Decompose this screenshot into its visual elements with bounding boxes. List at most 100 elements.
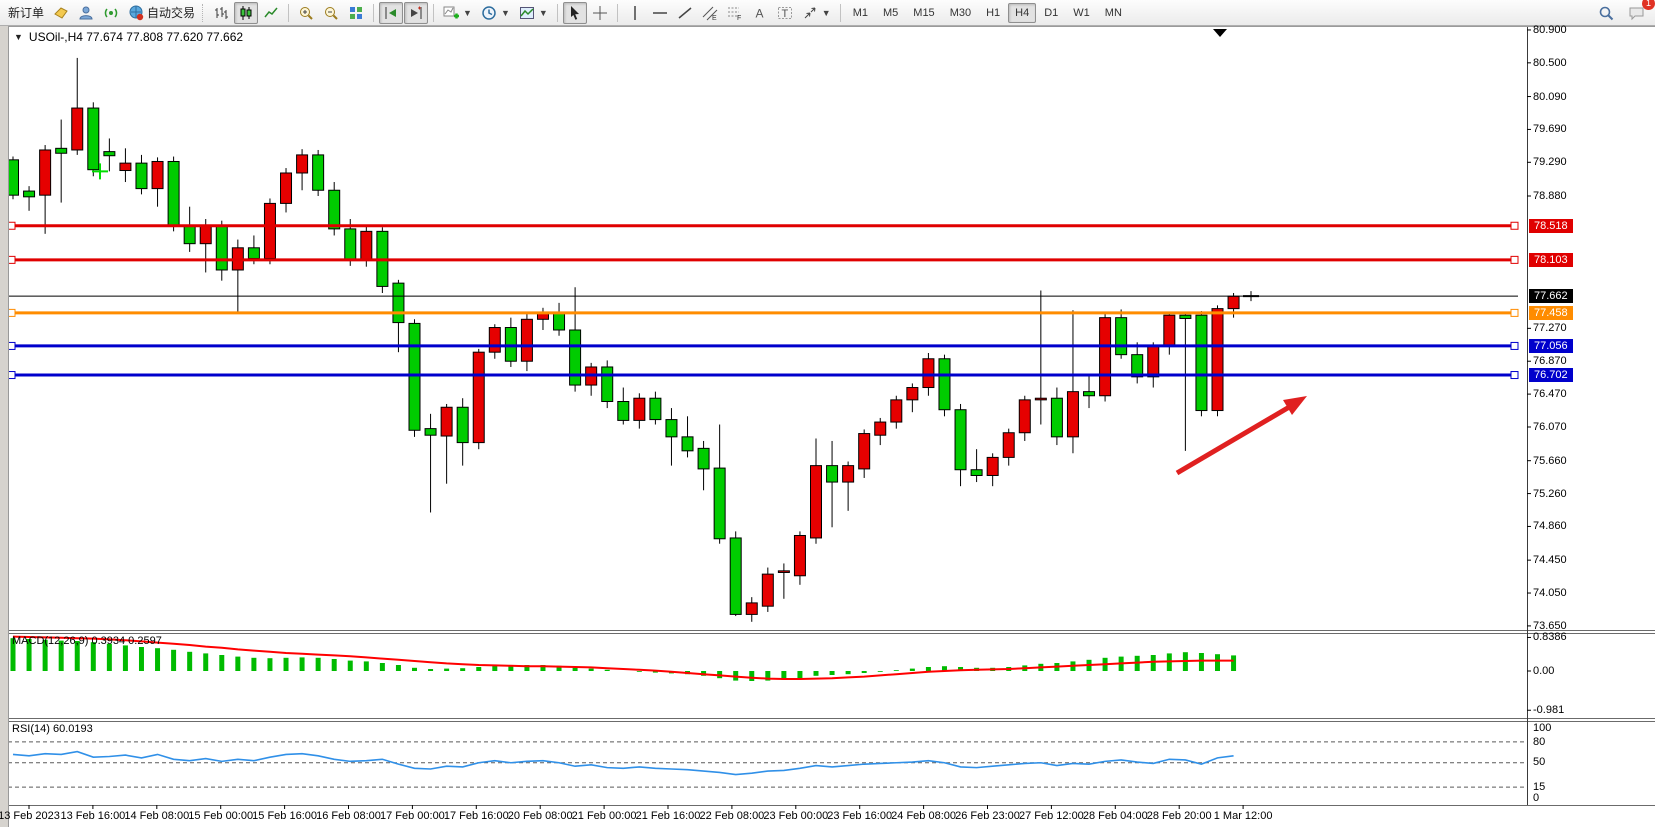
candle bbox=[87, 107, 100, 171]
tab-timeframe-m1[interactable]: M1 bbox=[846, 3, 875, 23]
candle bbox=[408, 322, 421, 431]
tag-icon-button[interactable] bbox=[49, 2, 73, 24]
vertical-line-button[interactable] bbox=[623, 2, 647, 24]
time-tick-label: 20 Feb 08:00 bbox=[507, 810, 573, 822]
chart-canvas[interactable] bbox=[0, 26, 1655, 827]
candle bbox=[761, 573, 774, 607]
line-chart-button[interactable] bbox=[259, 2, 283, 24]
candle bbox=[633, 397, 646, 421]
candle bbox=[729, 537, 742, 615]
text-button[interactable]: A bbox=[748, 2, 772, 24]
line-handle[interactable] bbox=[1510, 341, 1519, 350]
price-tick-label: 74.050 bbox=[1533, 587, 1567, 600]
tile-windows-button[interactable] bbox=[344, 2, 368, 24]
chat-button[interactable] bbox=[1624, 2, 1649, 24]
cursor-icon bbox=[567, 5, 583, 21]
candle bbox=[1018, 399, 1031, 434]
search-icon bbox=[1598, 5, 1614, 21]
candle bbox=[151, 160, 164, 190]
line-handle[interactable] bbox=[1510, 221, 1519, 230]
time-tick-label: 21 Feb 16:00 bbox=[635, 810, 701, 822]
rsi-axis-label: 50 bbox=[1533, 756, 1546, 768]
price-tick-label: 77.270 bbox=[1533, 322, 1567, 335]
add-indicator-button[interactable]: ▼ bbox=[439, 2, 476, 24]
tab-timeframe-w1[interactable]: W1 bbox=[1066, 3, 1097, 23]
candle bbox=[7, 159, 19, 196]
traders-button[interactable] bbox=[74, 2, 98, 24]
price-tick-label: 76.470 bbox=[1533, 388, 1567, 401]
auto-trading-button[interactable]: 自动交易 bbox=[124, 2, 199, 24]
new-order-button[interactable]: 新订单 bbox=[4, 2, 48, 24]
candle bbox=[1066, 391, 1079, 438]
crosshair-button[interactable] bbox=[588, 2, 612, 24]
tab-timeframe-m30[interactable]: M30 bbox=[943, 3, 978, 23]
time-tick-label: 13 Feb 2023 bbox=[0, 810, 60, 822]
toolbar-separator bbox=[616, 3, 618, 22]
line-handle[interactable] bbox=[1510, 371, 1519, 380]
candle bbox=[938, 358, 951, 411]
zoom-in-button[interactable] bbox=[294, 2, 318, 24]
tab-timeframe-d1[interactable]: D1 bbox=[1037, 3, 1065, 23]
candle bbox=[103, 151, 116, 157]
tab-timeframe-m15[interactable]: M15 bbox=[906, 3, 941, 23]
cursor-button[interactable] bbox=[562, 1, 587, 24]
price-tick-label: 79.290 bbox=[1533, 156, 1567, 169]
tab-timeframe-m5[interactable]: M5 bbox=[876, 3, 905, 23]
templates-button[interactable]: ▼ bbox=[515, 2, 552, 24]
macd-axis-label: 0.8386 bbox=[1533, 631, 1567, 644]
candle bbox=[649, 397, 662, 421]
tab-timeframe-h4[interactable]: H4 bbox=[1008, 2, 1037, 23]
line-handle[interactable] bbox=[7, 255, 16, 264]
toolbar-separator bbox=[373, 3, 375, 22]
trendline-button[interactable] bbox=[673, 2, 697, 24]
candlestick-chart-button[interactable] bbox=[234, 1, 259, 24]
candle bbox=[440, 406, 453, 437]
horizontal-line-button[interactable] bbox=[648, 2, 672, 24]
chart-shift-marker[interactable] bbox=[1213, 29, 1227, 37]
search-button[interactable] bbox=[1594, 2, 1618, 24]
candle bbox=[569, 329, 582, 386]
line-handle[interactable] bbox=[1510, 255, 1519, 264]
rsi-axis-label: 0 bbox=[1533, 791, 1540, 804]
line-handle[interactable] bbox=[7, 308, 16, 317]
candle bbox=[215, 225, 228, 271]
time-tick-label: 26 Feb 23:00 bbox=[955, 810, 1020, 822]
tab-timeframe-mn[interactable]: MN bbox=[1098, 3, 1129, 23]
shift-end-button[interactable] bbox=[379, 1, 404, 24]
price-tick-label: 76.070 bbox=[1533, 420, 1567, 433]
equidistant-channel-button[interactable]: E bbox=[698, 2, 722, 24]
chart-title[interactable]: ▼ USOil-,H4 77.674 77.808 77.620 77.662 bbox=[14, 30, 243, 44]
candle bbox=[472, 351, 485, 444]
macd-axis-label: -0.981 bbox=[1533, 704, 1565, 717]
chart-window: ▼ USOil-,H4 77.674 77.808 77.620 77.662 … bbox=[0, 24, 1655, 827]
line-handle[interactable] bbox=[7, 221, 16, 230]
candle bbox=[745, 602, 758, 615]
trend-arrow[interactable] bbox=[1175, 403, 1293, 476]
text-label-button[interactable]: T bbox=[773, 2, 797, 24]
tab-timeframe-h1[interactable]: H1 bbox=[979, 3, 1007, 23]
periods-button[interactable]: ▼ bbox=[477, 2, 514, 24]
line-price-tag: 77.458 bbox=[1529, 305, 1573, 320]
signal-button[interactable] bbox=[99, 2, 123, 24]
line-handle[interactable] bbox=[1510, 308, 1519, 317]
line-handle[interactable] bbox=[7, 341, 16, 350]
candle bbox=[1163, 314, 1176, 347]
candle bbox=[681, 436, 694, 452]
candle bbox=[71, 107, 84, 151]
shift-end-icon bbox=[383, 5, 399, 21]
arrows-button[interactable]: ▼ bbox=[798, 2, 835, 24]
window-left-strip bbox=[0, 26, 9, 827]
main-toolbar: 新订单 自动交易 bbox=[0, 0, 1655, 26]
fibonacci-button[interactable]: F bbox=[723, 2, 747, 24]
candle bbox=[1115, 317, 1128, 356]
notification-badge: 1 bbox=[1642, 0, 1655, 10]
price-tick-label: 75.660 bbox=[1533, 454, 1567, 467]
zoom-out-button[interactable] bbox=[319, 2, 343, 24]
auto-scroll-button[interactable] bbox=[404, 1, 429, 24]
bar-chart-button[interactable] bbox=[209, 2, 233, 24]
cross-marker[interactable] bbox=[92, 163, 108, 180]
candle bbox=[1002, 432, 1015, 458]
line-handle[interactable] bbox=[7, 371, 16, 380]
candle bbox=[826, 465, 839, 483]
trend-arrow-head[interactable] bbox=[1283, 396, 1307, 415]
